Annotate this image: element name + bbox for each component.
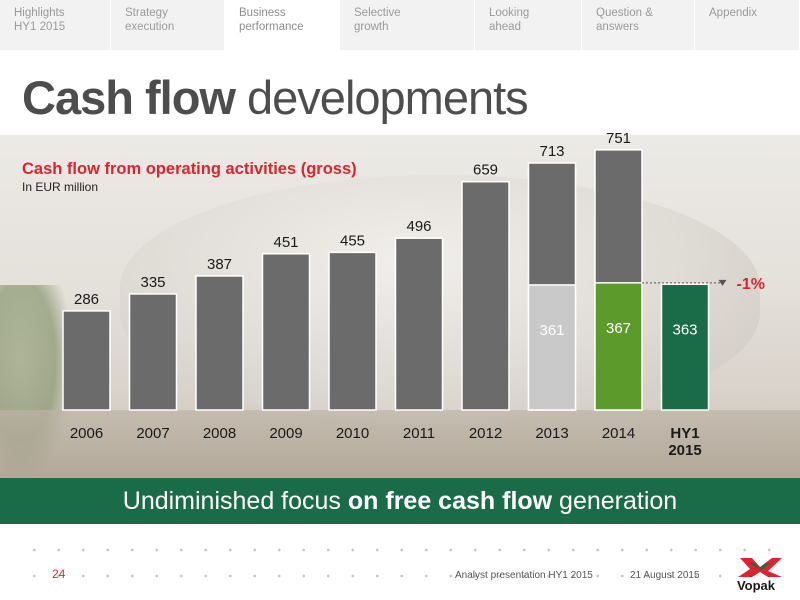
- banner-text-bold: on free cash flow: [347, 487, 553, 515]
- category-label-5: 2011: [403, 425, 435, 442]
- nav-tab-selective-growth[interactable]: Selective growth: [340, 0, 475, 50]
- category-label-1: 2007: [136, 425, 169, 442]
- data-label-5: 496: [406, 218, 431, 235]
- banner-text-a: Undiminished focus: [122, 487, 348, 515]
- category-label-6: 2012: [469, 425, 502, 442]
- nav-tab-strategy[interactable]: Strategy execution: [111, 0, 225, 50]
- top-navigation: Highlights HY1 2015 Strategy execution B…: [0, 0, 800, 50]
- vopak-logo-text: Vopak: [737, 578, 776, 593]
- chart-subtitle: In EUR million: [22, 180, 99, 194]
- key-message-banner: Undiminished focus on free cash flow gen…: [0, 478, 800, 524]
- footer-divider-bottom: [22, 574, 782, 578]
- nav-tab-highlights[interactable]: Highlights HY1 2015: [0, 0, 111, 50]
- ground-image: [0, 410, 800, 480]
- vopak-logo-mark-green: [748, 563, 770, 570]
- page-title-rest: developments: [234, 71, 529, 124]
- bar-6: [461, 180, 510, 411]
- comparison-arrow-icon: [718, 279, 727, 286]
- data-label-7: 713: [539, 143, 564, 160]
- category-label-7: 2013: [535, 425, 568, 442]
- category-label-8: 2014: [602, 425, 635, 442]
- footer-presentation: Analyst presentation HY1 2015: [455, 570, 593, 581]
- bar-9: [660, 283, 710, 411]
- category-label-3: 2009: [269, 425, 302, 442]
- category-label-9-0: HY1: [670, 425, 699, 442]
- bar-3: [261, 253, 311, 411]
- nav-tab-looking-ahead[interactable]: Looking ahead: [475, 0, 582, 50]
- category-label-0: 2006: [70, 425, 103, 442]
- page-title: Cash flow developments: [22, 70, 529, 125]
- data-label-2: 387: [207, 256, 232, 273]
- data-label-0: 286: [74, 291, 99, 308]
- page-title-bold: Cash flow: [22, 71, 236, 124]
- change-label: -1%: [737, 276, 765, 293]
- bar-segment-first-half-8: [594, 282, 643, 411]
- nav-tab-questions[interactable]: Question & answers: [582, 0, 695, 50]
- page-number: 24: [52, 567, 66, 581]
- data-label-first-half-7: 361: [539, 322, 564, 339]
- bar-4: [328, 251, 377, 411]
- banner-text-b: generation: [552, 487, 678, 515]
- data-label-8: 751: [606, 130, 631, 147]
- bar-2: [195, 275, 244, 411]
- category-label-2: 2008: [203, 425, 236, 442]
- cash-flow-bar-chart: 286 2006 335 2007 387 2008 451 2009 455 2010 496 20…: [62, 130, 765, 459]
- category-label-9-1: 2015: [668, 442, 701, 459]
- vopak-logo: Vopak: [737, 558, 782, 593]
- footer-date: 21 August 2015: [630, 570, 700, 581]
- data-label-4: 455: [340, 232, 365, 249]
- nav-tab-business-performance[interactable]: Business performance: [225, 0, 340, 50]
- footer-divider-top: [22, 548, 782, 552]
- bar-segment-first-half-7: [527, 284, 577, 411]
- data-label-6: 659: [473, 162, 498, 179]
- bar-5: [394, 237, 444, 411]
- data-label-1: 335: [140, 274, 165, 291]
- vopak-logo-mark: [738, 558, 782, 577]
- data-label-first-half-8: 367: [606, 320, 631, 337]
- bar-1: [128, 293, 178, 411]
- chart-title: Cash flow from operating activities (gro…: [22, 160, 357, 178]
- bar-0: [62, 310, 111, 411]
- category-label-4: 2010: [336, 425, 369, 442]
- data-label-3: 451: [273, 234, 298, 251]
- data-label-9: 363: [672, 321, 697, 338]
